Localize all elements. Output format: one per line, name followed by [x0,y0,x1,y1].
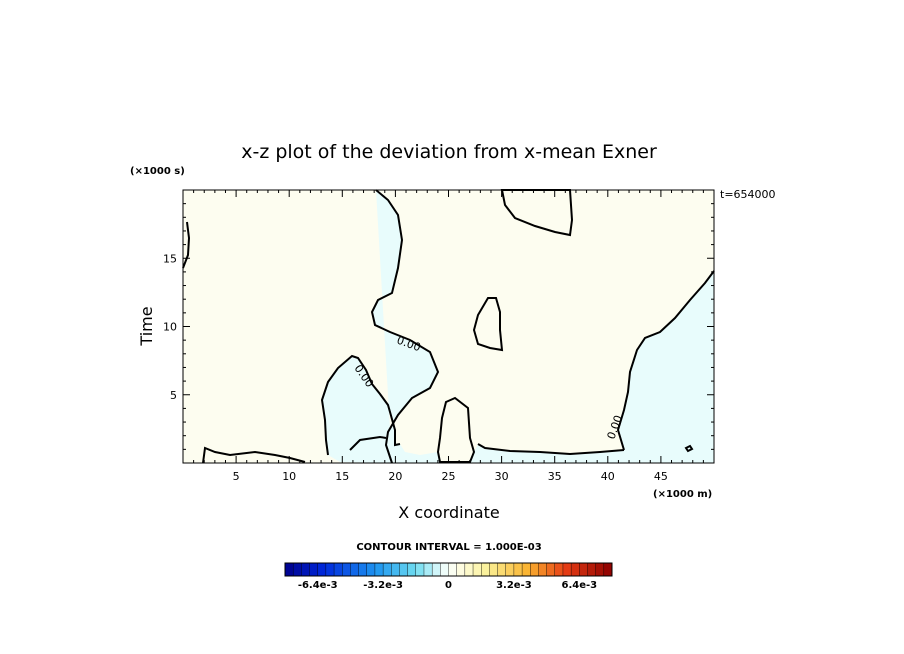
colorbar-cell [505,562,515,577]
x-tick-label: 35 [548,470,562,483]
x-axis-label: X coordinate [398,503,499,522]
x-tick-label: 25 [442,470,456,483]
positive-island-mid [472,297,504,352]
x-tick-label: 5 [233,470,240,483]
x-unit-label: (×1000 m) [653,489,712,500]
colorbar-cell [325,562,335,577]
x-tick-label: 15 [335,470,349,483]
colorbar-cell [399,562,409,577]
colorbar-cell [358,562,368,577]
colorbar-cell [391,562,400,577]
colorbar-cell [423,562,433,577]
colorbar-cell [440,562,450,577]
colorbar-cell [342,562,351,577]
colorbar-cell [562,562,572,577]
positive-island-top [500,189,574,237]
colorbar-tick-label: 3.2e-3 [496,580,532,591]
colorbar-tick-label: 0 [445,580,452,591]
colorbar-cell [603,562,613,577]
colorbar-cell [333,562,343,577]
colorbar-labels: -6.4e-3 -3.2e-3 0 3.2e-3 6.4e-3 [298,580,597,591]
colorbar-cell [407,562,417,577]
y-tick-label: 15 [163,252,177,265]
colorbar-cell [587,562,597,577]
contour-line-right [616,270,715,451]
colorbar-cell [521,562,531,577]
x-tick-label: 45 [654,470,668,483]
colorbar-tick-label: -6.4e-3 [298,580,338,591]
colorbar-cell [579,562,588,577]
colorbar-cell [309,562,319,577]
colorbar-cell [595,562,605,577]
colorbar-cell [301,562,311,577]
colorbar-cell [317,562,327,577]
colorbar-cell [497,562,507,577]
y-tick-label: 10 [163,321,177,334]
colorbar-cell [382,562,392,577]
contour-lines [182,189,715,464]
colorbar-cell [570,562,580,577]
colorbar-cell [431,562,441,577]
colorbar-tick-label: -3.2e-3 [363,580,403,591]
colorbar-cell [374,562,384,577]
colorbar-cell [546,562,556,577]
colorbar-cell [538,562,548,577]
contour-interval-label: CONTOUR INTERVAL = 1.000E-03 [356,542,541,553]
chart-title: x-z plot of the deviation from x-mean Ex… [241,141,657,163]
y-axis-label: Time [137,306,156,346]
colorbar-cell [456,562,466,577]
colorbar-cell [350,562,360,577]
colorbar-cell [554,562,564,577]
contour-line-bottom-mid [477,443,625,456]
negative-region [322,190,714,463]
colorbar [284,562,613,577]
y-unit-label: (×1000 s) [130,166,185,177]
x-axis-ticks: 5 10 15 20 25 30 35 40 45 [182,190,715,483]
colorbar-cell [284,562,294,577]
y-axis-ticks: 5 10 15 [163,189,714,464]
colorbar-frame [284,562,613,577]
colorbar-cell [489,562,499,577]
x-tick-label: 10 [282,470,296,483]
time-label: t=654000 [720,188,776,201]
colorbar-cell [530,562,539,577]
x-tick-label: 20 [388,470,402,483]
x-tick-label: 30 [495,470,509,483]
colorbar-cell [415,562,425,577]
colorbar-tick-label: 6.4e-3 [561,580,597,591]
contour-line-left-bay-inner [349,435,387,451]
colorbar-cell [366,562,376,577]
contour-line-small-dot [684,444,694,453]
contour-line-main [370,189,440,464]
colorbar-cell [481,562,490,577]
x-tick-label: 40 [601,470,615,483]
contour-line-left-edge [182,221,191,269]
y-tick-label: 5 [170,389,177,402]
colorbar-cell [448,562,458,577]
colorbar-cell [513,562,523,577]
contour-line-bottom-left [202,446,306,464]
contour-line-left-bay [320,354,401,456]
colorbar-cell [472,562,482,577]
colorbar-cell [464,562,474,577]
colorbar-cell [292,562,302,577]
